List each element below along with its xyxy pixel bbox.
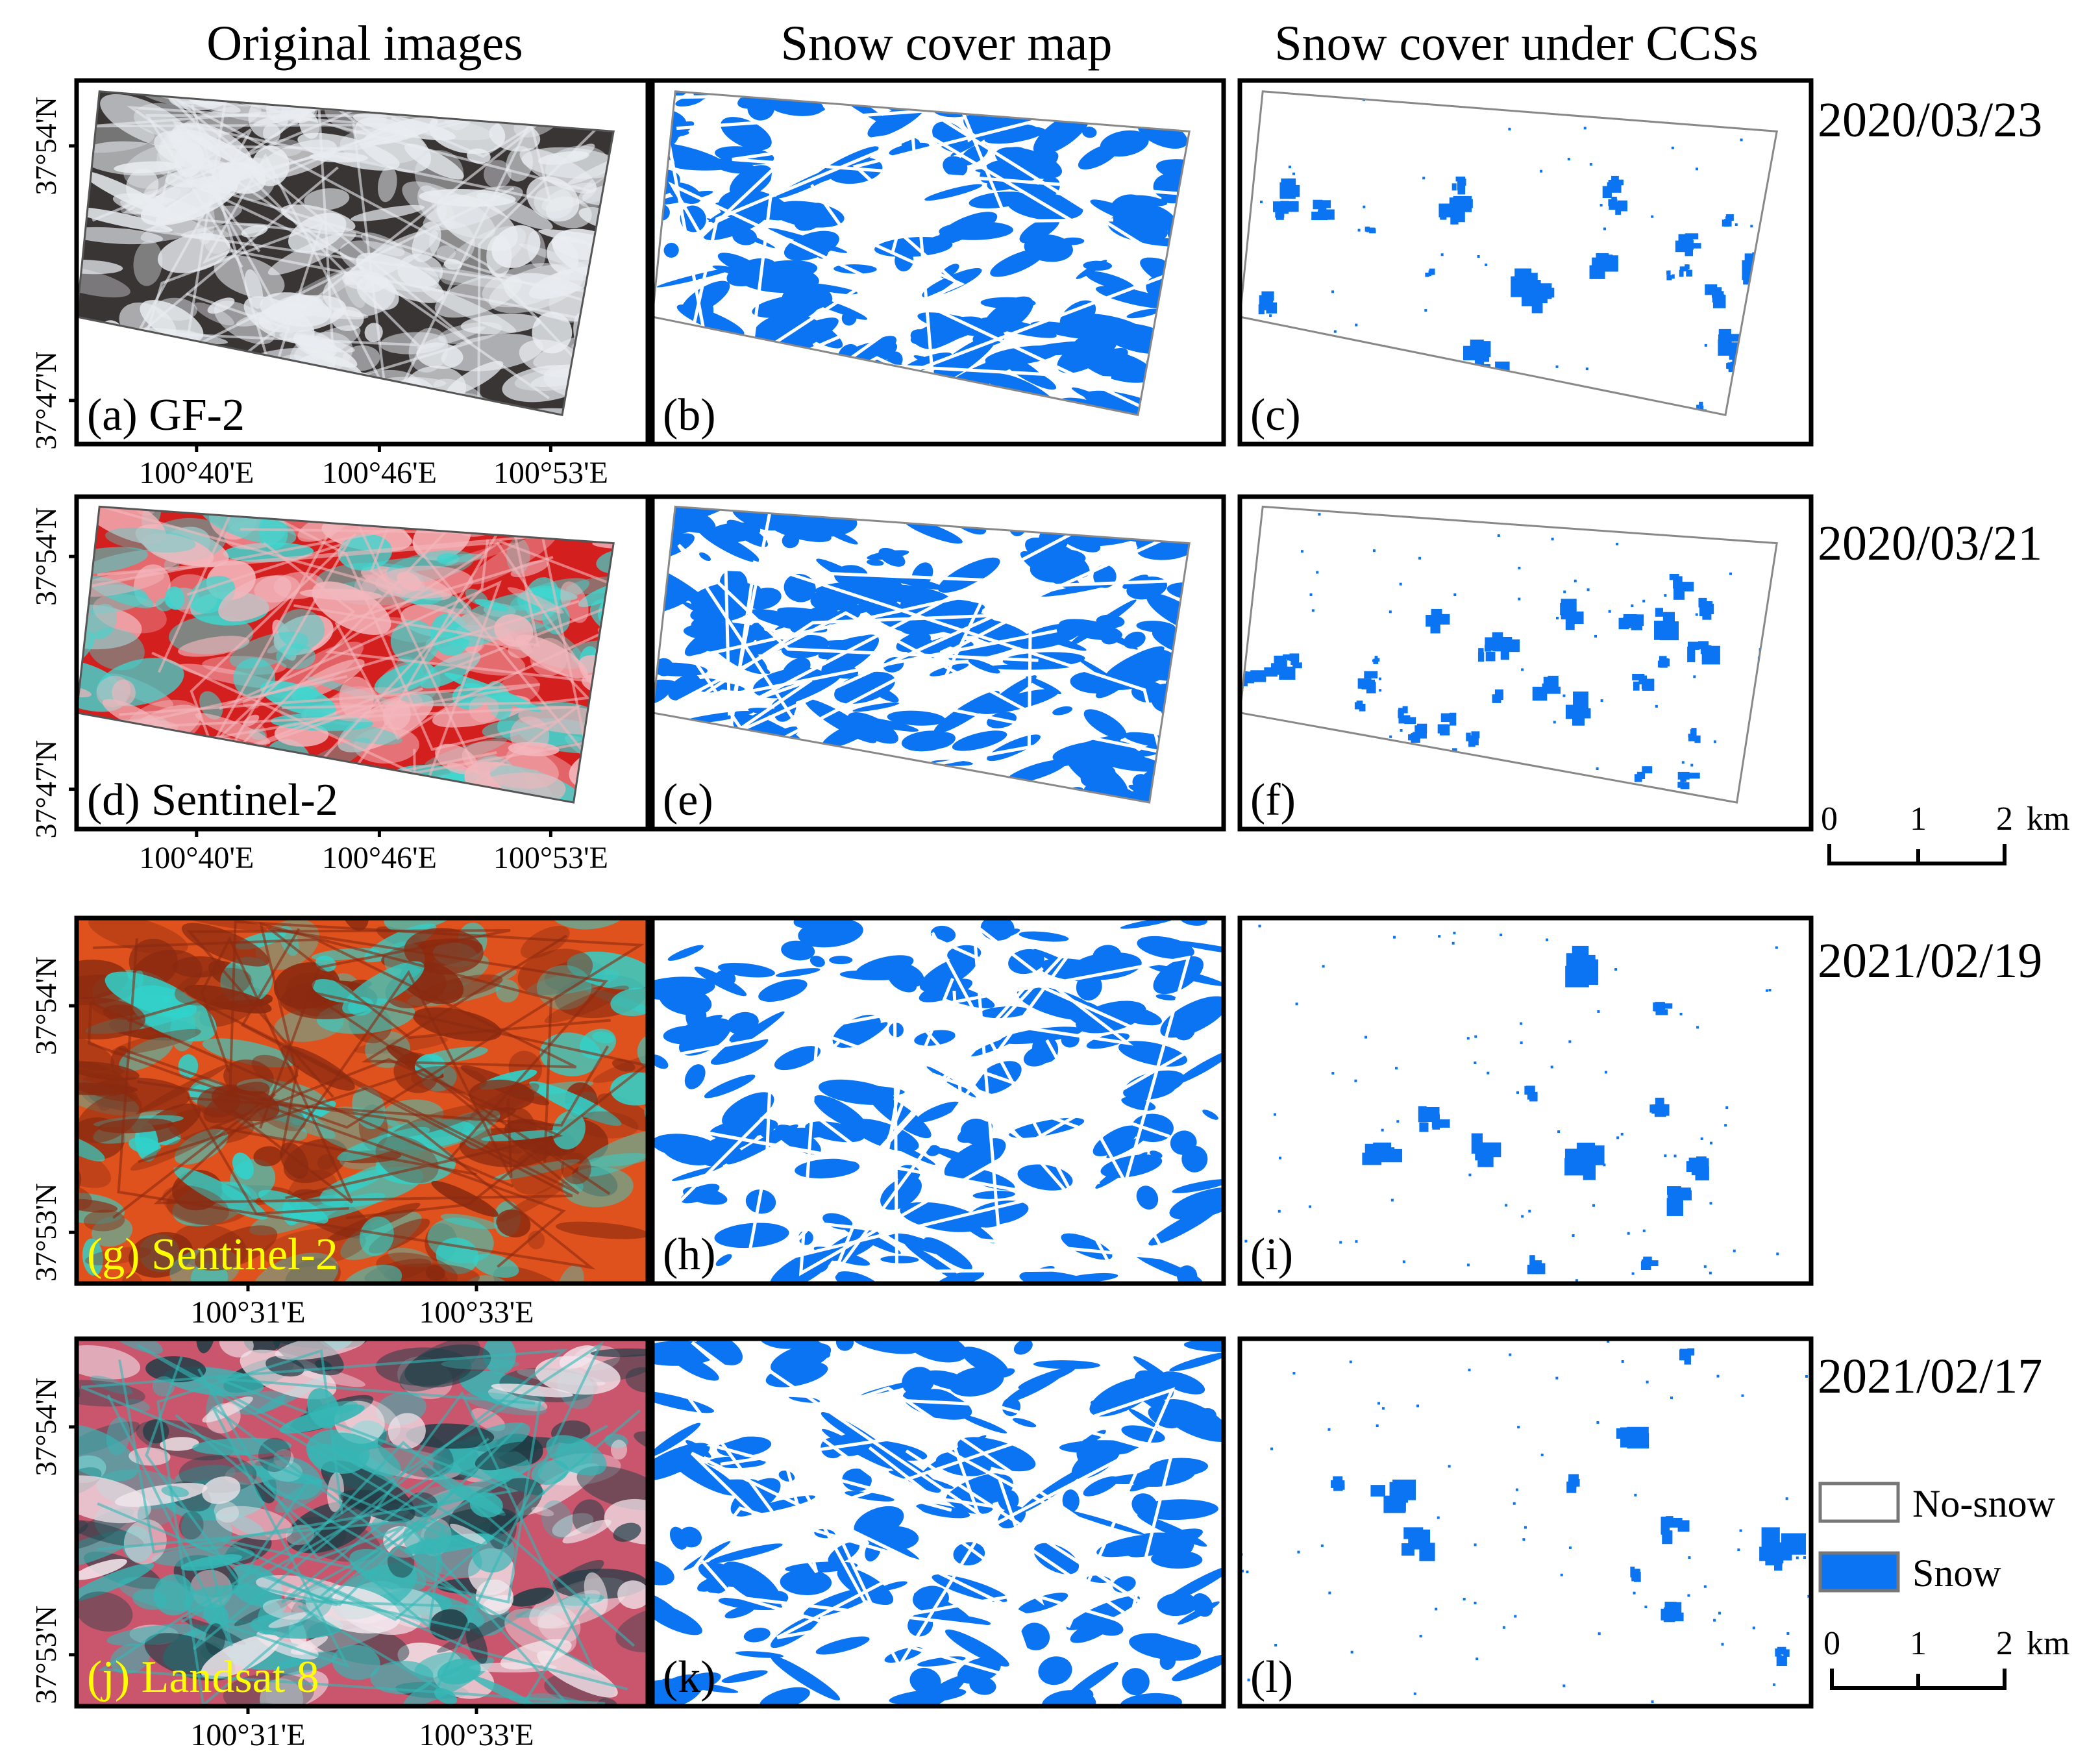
panel-frame — [650, 1336, 1226, 1709]
latitude-tick-label: 37°47'N — [29, 351, 62, 450]
panel-frame — [1237, 494, 1814, 832]
panel-imagery — [77, 918, 648, 1284]
panel-frame — [74, 1336, 650, 1709]
panel-label: (h) — [663, 1230, 716, 1280]
latitude-tick-label: 37°54'N — [29, 1378, 62, 1476]
panel-row-1: (a) GF-2 (b) (c) 37°54'N 37°47'N 100°40'E 100°… — [29, 78, 1814, 490]
ccs-snow-panel-1: (c) — [1237, 78, 1814, 447]
longitude-tick-label: 100°40'E — [139, 456, 254, 490]
legend-label-snow: Snow — [1912, 1552, 2001, 1595]
legend-swatch-snow — [1818, 1551, 1900, 1593]
column-header-snow-map: Snow cover map — [781, 16, 1113, 71]
longitude-tick-label: 100°31'E — [190, 1295, 305, 1330]
longitude-tick-label: 100°46'E — [322, 841, 437, 875]
longitude-tick-label: 100°53'E — [493, 456, 608, 490]
date-label-row-4: 2021/02/17 — [1818, 1349, 2042, 1404]
latitude-tick-label: 37°54'N — [29, 97, 62, 195]
panel-row-3: (g) Sentinel-2 (h) (i) 37°54'N 37°53'N 100°31… — [29, 915, 1814, 1330]
latitude-tick-label: 37°53'N — [29, 1606, 62, 1704]
ccs-snow-panel-4: (l) — [1237, 1336, 1814, 1709]
snow-cover-map-panel-3: (h) — [650, 915, 1226, 1286]
panel-imagery — [1240, 506, 1777, 803]
panel-grid: (a) GF-2 (b) (c) 37°54'N 37°47'N 100°40'E 100°… — [29, 78, 1814, 1752]
panel-imagery — [652, 91, 1190, 416]
study-area-boundary — [651, 90, 1191, 416]
legend-label-no-snow: No-snow — [1912, 1482, 2056, 1525]
longitude-tick-label: 100°53'E — [493, 841, 608, 875]
panel-imagery — [1240, 918, 1811, 1284]
panel-label: (e) — [663, 775, 713, 825]
panel-frame — [1237, 78, 1814, 447]
snow-cover-map-panel-1: (b) — [650, 78, 1226, 447]
scale-bar-lower: 0 1 2 km — [1823, 1625, 2069, 1690]
column-headers: Original images Snow cover map Snow cove… — [77, 16, 1759, 82]
panel-imagery — [652, 1339, 1224, 1706]
ccs-snow-panel-2: (f) — [1237, 494, 1814, 832]
legend-swatch-no-snow — [1818, 1482, 1900, 1523]
panel-frame — [1237, 1336, 1814, 1709]
scale-bar-upper: 0 1 2 km — [1821, 801, 2069, 865]
snow-cover-map-panel-2: (e) — [650, 494, 1226, 832]
study-area-boundary — [1239, 505, 1778, 804]
panel-label: (k) — [663, 1652, 716, 1702]
scale-tick-2-lower: 2 — [1996, 1625, 2013, 1662]
study-area-boundary — [1239, 90, 1778, 416]
snow-cover-map-panel-4: (k) — [650, 1336, 1226, 1709]
original-image-panel-3: (g) Sentinel-2 — [74, 915, 650, 1286]
panel-frame — [74, 494, 650, 832]
panel-imagery — [1240, 1339, 1811, 1706]
latitude-tick-label: 37°53'N — [29, 1183, 62, 1282]
panel-imagery — [652, 918, 1224, 1284]
longitude-tick-label: 100°33'E — [419, 1718, 534, 1752]
latitude-tick-label: 37°54'N — [29, 507, 62, 606]
panel-imagery — [77, 1339, 648, 1706]
panel-label: (b) — [663, 390, 716, 440]
panel-label: (i) — [1250, 1230, 1293, 1280]
panel-frame — [650, 915, 1226, 1286]
longitude-tick-label: 100°31'E — [190, 1718, 305, 1752]
latitude-tick-label: 37°54'N — [29, 956, 62, 1055]
panel-frame — [650, 78, 1226, 447]
panel-label: (c) — [1250, 390, 1301, 440]
latitude-tick-label: 37°47'N — [29, 740, 62, 839]
longitude-tick-label: 100°46'E — [322, 456, 437, 490]
scale-unit-lower: km — [2027, 1625, 2069, 1662]
original-image-panel-4: (j) Landsat 8 — [74, 1336, 650, 1709]
scale-tick-0: 0 — [1821, 801, 1838, 838]
study-area-boundary — [651, 505, 1191, 804]
panel-label: (l) — [1250, 1652, 1293, 1702]
legend: No-snow Snow — [1818, 1482, 2056, 1595]
panel-imagery — [652, 506, 1190, 803]
date-label-row-2: 2020/03/21 — [1818, 516, 2042, 571]
panel-label: (a) GF-2 — [87, 390, 245, 440]
study-area-boundary — [75, 90, 615, 416]
panel-imagery — [1240, 91, 1777, 416]
study-area-boundary — [75, 505, 615, 804]
longitude-tick-label: 100°33'E — [419, 1295, 534, 1330]
date-label-row-1: 2020/03/23 — [1818, 93, 2042, 147]
panel-frame — [1237, 915, 1814, 1286]
scale-tick-2: 2 — [1996, 801, 2013, 838]
scale-tick-1: 1 — [1910, 801, 1927, 838]
panel-label: (f) — [1250, 775, 1296, 825]
panel-label: (d) Sentinel-2 — [87, 775, 338, 825]
panel-frame — [74, 78, 650, 447]
date-label-row-3: 2021/02/19 — [1818, 934, 2042, 988]
scale-tick-1-lower: 1 — [1910, 1625, 1927, 1662]
scale-unit: km — [2027, 801, 2069, 838]
date-labels: 2020/03/23 2020/03/21 2021/02/19 2021/02… — [1818, 93, 2042, 1404]
panel-frame — [650, 494, 1226, 832]
column-header-ccs: Snow cover under CCSs — [1274, 16, 1758, 71]
panel-frame — [74, 915, 650, 1286]
panel-row-4: (j) Landsat 8 (k) (l) 37°54'N 37°53'N 100°31'… — [29, 1336, 1814, 1752]
scale-tick-0-lower: 0 — [1823, 1625, 1840, 1662]
column-header-original: Original images — [206, 16, 523, 71]
panel-label: (g) Sentinel-2 — [87, 1230, 338, 1280]
panel-label: (j) Landsat 8 — [87, 1652, 319, 1702]
longitude-tick-label: 100°40'E — [139, 841, 254, 875]
ccs-snow-panel-3: (i) — [1237, 915, 1814, 1286]
panel-row-2: (d) Sentinel-2 (e) (f) 37°54'N 37°47'N 100°40… — [29, 494, 1814, 875]
